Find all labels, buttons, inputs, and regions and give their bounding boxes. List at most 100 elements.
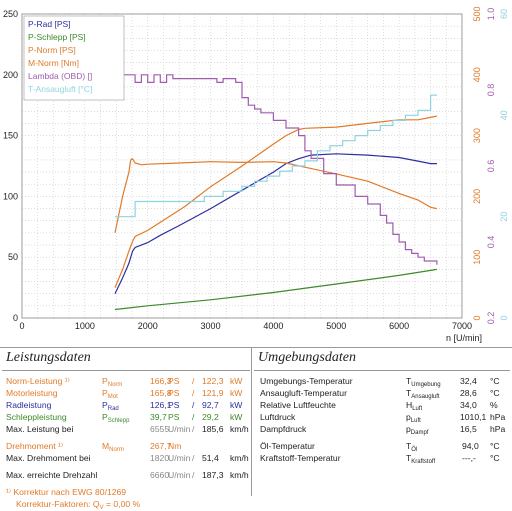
y-nm-tick-label: 100 — [472, 250, 482, 265]
y-temp-tick-label: 20 — [499, 212, 509, 222]
leistung-unit-2: kW — [230, 388, 243, 398]
umgebungsdaten-title: Umgebungsdaten — [254, 348, 510, 371]
legend-entry: Lambda (OBD) [] — [28, 71, 92, 81]
legend-entry: M-Norm [Nm] — [28, 58, 79, 68]
leistung-unit-2: km/h — [230, 470, 249, 480]
y-nm-tick-label: 500 — [472, 6, 482, 21]
y-left-tick-label: 50 — [8, 252, 18, 262]
umgebung-row: Kraftstoff-Temperatur TKraftstoff ---,- °C — [254, 453, 510, 465]
umgebung-rows: Umgebungs-Temperatur TUmgebung 32,4 °C Ansau… — [254, 371, 510, 465]
leistung-value-1: 267,7 — [150, 441, 172, 451]
leistung-unit-2: kW — [230, 376, 243, 386]
leistung-unit-1: U/min — [168, 470, 191, 480]
leistung-symbol-sub: Norm — [107, 382, 123, 388]
umgebung-unit: % — [490, 400, 498, 410]
leistung-separator: / — [192, 376, 195, 386]
x-tick-label: 4000 — [263, 321, 283, 331]
leistung-value-1: 6660 — [150, 470, 170, 480]
y-lambda-tick-label: 0.4 — [486, 236, 496, 249]
umgebung-label: Relative Luftfeuchte — [260, 400, 336, 410]
leistung-unit-2: km/h — [230, 424, 249, 434]
leistung-value-2: 185,6 — [202, 424, 224, 434]
umgebung-value: 94,0 — [462, 441, 479, 451]
y-temp-tick-label: 40 — [499, 110, 509, 120]
footnote-row: Korrektur-Faktoren: QV = 0,00 % — [2, 499, 250, 511]
leistung-value-1: 1820 — [150, 453, 170, 463]
leistung-unit-2: kW — [230, 400, 243, 410]
umgebungsdaten-panel: Umgebungsdaten Umgebungs-Temperatur TUmge… — [254, 348, 510, 496]
x-tick-label: 5000 — [326, 321, 346, 331]
umgebung-symbol: TÖl — [406, 441, 418, 453]
y-left-tick-label: 100 — [3, 191, 18, 201]
panel-divider — [251, 348, 252, 496]
leistung-value-2: 121,9 — [202, 388, 224, 398]
x-tick-label: 1000 — [75, 321, 95, 331]
leistung-row: Schleppleistung PSchlepp 39,7 PS / 29,2 kW — [2, 412, 250, 424]
umgebung-row: Luftdruck pLuft 1010,1 hPa — [254, 412, 510, 424]
y-temp-tick-label: 60 — [499, 9, 509, 19]
leistung-value-1: 39,7 — [150, 412, 167, 422]
leistung-symbol: PRad — [102, 400, 119, 412]
leistung-separator: / — [192, 412, 195, 422]
footnote-faktoren: Korrektur-Faktoren: QV — [16, 499, 104, 511]
leistung-unit-2: km/h — [230, 453, 249, 463]
umgebung-label: Umgebungs-Temperatur — [260, 376, 353, 386]
leistung-rows: Norm-Leistung ¹⁾ PNorm 166,3 PS/122,3 kW Moto… — [2, 371, 250, 511]
leistung-unit-1: PS — [168, 412, 180, 422]
leistung-unit-1: U/min — [168, 424, 191, 434]
leistungsdaten-title: Leistungsdaten — [2, 348, 250, 371]
y-nm-tick-label: 400 — [472, 67, 482, 82]
leistung-unit-1: Nm — [168, 441, 182, 451]
umgebung-symbol-sub: Luft — [412, 406, 423, 412]
legend-entry: P-Schlepp [PS] — [28, 32, 86, 42]
leistung-label: Max. Drehmoment bei — [6, 453, 91, 463]
umgebung-value: 16,5 — [460, 424, 477, 434]
leistung-unit-1: U/min — [168, 453, 191, 463]
leistung-row: Radleistung PRad 126,1 PS / 92,7 kW — [2, 400, 250, 412]
umgebung-unit: hPa — [490, 424, 506, 434]
leistung-value-2: 92,7 — [202, 400, 219, 410]
leistung-symbol-sub: Schlepp — [107, 418, 130, 424]
separator-line — [0, 347, 512, 348]
series-line — [115, 74, 438, 265]
umgebung-symbol-sub: Luft — [410, 418, 421, 424]
x-tick-label: 6000 — [389, 321, 409, 331]
y-left-tick-label: 250 — [3, 9, 18, 19]
umgebung-row: Dampfdruck pDampf 16,5 hPa — [254, 424, 510, 436]
umgebung-value: 32,4 — [460, 376, 477, 386]
leistung-unit-1: PS — [168, 376, 180, 386]
leistung-separator: / — [192, 470, 195, 480]
umgebung-value: 1010,1 — [460, 412, 487, 422]
umgebung-symbol: pLuft — [406, 412, 421, 424]
series-line — [114, 268, 437, 311]
x-axis-label: n [U/min] — [446, 333, 482, 343]
umgebung-label: Luftdruck — [260, 412, 296, 422]
umgebung-row: Umgebungs-Temperatur TUmgebung 32,4 °C — [254, 376, 510, 388]
leistung-symbol: PNorm — [102, 376, 123, 388]
leistung-unit-1: PS — [168, 388, 180, 398]
umgebung-symbol: TKraftstoff — [406, 453, 436, 465]
leistung-label: Drehmoment ¹⁾ — [6, 441, 64, 451]
y-nm-tick-label: 200 — [472, 189, 482, 204]
leistung-row: Max. erreichte Drehzahl 6660 U/min/ 187,3 km… — [2, 470, 250, 482]
x-tick-label: 0 — [19, 321, 24, 331]
umgebung-symbol: HLuft — [406, 400, 423, 412]
umgebung-symbol: TAnsaugluft — [406, 388, 440, 400]
leistung-value-2: 187,3 — [202, 470, 224, 480]
x-tick-label: 2000 — [138, 321, 158, 331]
leistung-label: Norm-Leistung ¹⁾ — [6, 376, 70, 386]
leistung-value-2: 29,2 — [202, 412, 219, 422]
leistung-label: Radleistung — [6, 400, 52, 410]
legend-entry: P-Rad [PS] — [28, 19, 71, 29]
umgebung-unit: hPa — [490, 412, 506, 422]
legend-entry: P-Norm [PS] — [28, 45, 76, 55]
y-lambda-tick-label: 0.8 — [486, 84, 496, 97]
leistung-symbol: PMot — [102, 388, 118, 400]
leistung-unit-2: kW — [230, 412, 243, 422]
leistung-row: Max. Drehmoment bei 1820 U/min/ 51,4 km/h — [2, 453, 250, 465]
legend-box — [23, 15, 125, 101]
umgebung-label: Kraftstoff-Temperatur — [260, 453, 341, 463]
umgebung-row: Relative Luftfeuchte HLuft 34,0% — [254, 400, 510, 412]
leistung-row: Norm-Leistung ¹⁾ PNorm 166,3 PS / 122,3 kW — [2, 376, 250, 388]
